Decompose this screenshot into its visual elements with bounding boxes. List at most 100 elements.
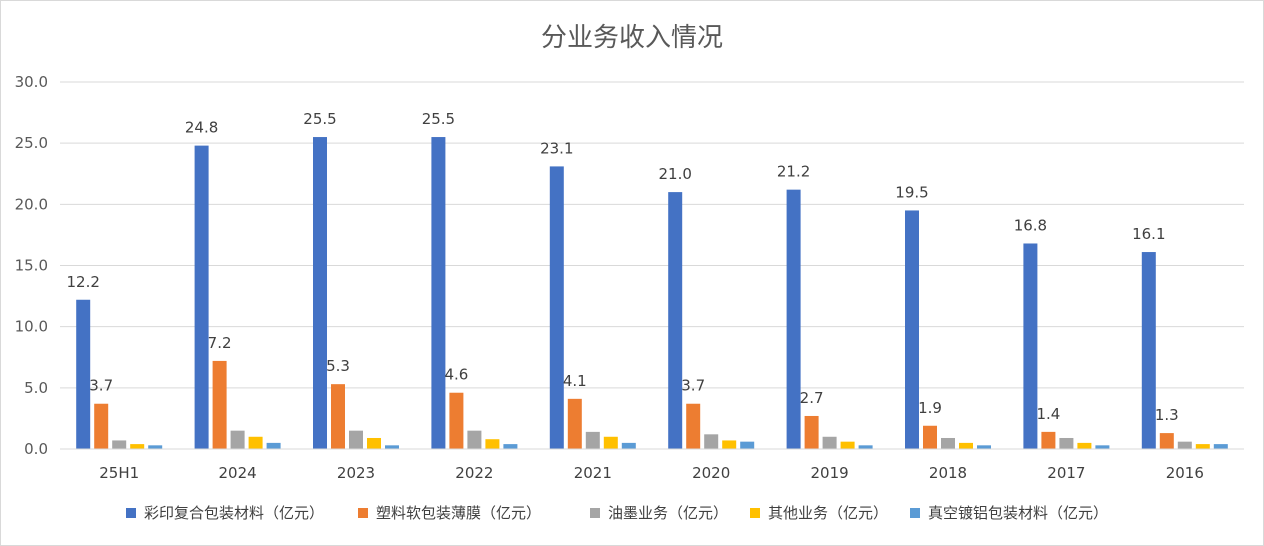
x-tick-label: 2018 <box>929 464 967 482</box>
bar <box>331 384 345 449</box>
bar <box>959 442 973 449</box>
legend-swatch <box>358 508 368 518</box>
x-tick-label: 2016 <box>1166 464 1204 482</box>
x-tick-label: 2019 <box>811 464 849 482</box>
data-label: 24.8 <box>185 119 218 137</box>
bar <box>740 441 755 449</box>
data-label: 1.3 <box>1155 406 1179 424</box>
data-label: 7.2 <box>208 334 232 352</box>
bar <box>668 192 683 449</box>
y-tick-label: 5.0 <box>24 379 48 397</box>
gridlines <box>60 81 1244 389</box>
data-label: 3.7 <box>681 377 705 395</box>
data-label: 23.1 <box>540 139 573 157</box>
bar <box>1141 252 1156 449</box>
x-tick-label: 2024 <box>219 464 257 482</box>
legend-swatch <box>750 508 760 518</box>
bar <box>722 440 737 449</box>
legend-label: 真空镀铝包装材料（亿元） <box>928 504 1108 522</box>
bar <box>941 437 955 449</box>
x-tick-label: 2020 <box>692 464 730 482</box>
bar <box>148 445 163 449</box>
legend-swatch <box>910 508 920 518</box>
bar <box>485 439 500 449</box>
chart-title: 分业务收入情况 <box>541 23 723 53</box>
bar <box>248 436 263 449</box>
bar <box>1195 444 1210 449</box>
bar <box>621 442 636 449</box>
x-tick-label: 2017 <box>1047 464 1085 482</box>
bar <box>1213 444 1228 449</box>
data-label: 4.6 <box>444 366 468 384</box>
legend-label: 彩印复合包装材料（亿元） <box>144 504 324 522</box>
data-label: 25.5 <box>422 110 455 128</box>
bar <box>230 430 245 449</box>
data-label: 5.3 <box>326 357 350 375</box>
legend-swatch <box>590 508 600 518</box>
bar <box>1159 433 1174 449</box>
y-tick-label: 30.0 <box>15 73 48 91</box>
bar <box>585 431 600 449</box>
bar <box>567 398 582 449</box>
bar <box>1095 445 1110 449</box>
data-label: 16.1 <box>1132 225 1165 243</box>
bar <box>266 442 281 449</box>
bar <box>1023 243 1038 449</box>
y-axis: 0.0 5.0 10.0 15.0 20.0 25.0 30.0 <box>15 73 48 458</box>
bar <box>822 436 837 449</box>
bar <box>804 415 819 449</box>
x-tick-label: 2021 <box>574 464 612 482</box>
y-tick-label: 10.0 <box>15 318 48 336</box>
bar <box>840 441 855 449</box>
legend-swatch <box>126 508 136 518</box>
legend-label: 油墨业务（亿元） <box>608 504 728 522</box>
bar <box>212 360 227 449</box>
bar <box>431 137 446 450</box>
bar <box>130 444 145 449</box>
bar <box>905 210 919 449</box>
data-label: 1.4 <box>1036 405 1060 423</box>
data-label: 12.2 <box>66 273 99 291</box>
legend-label: 其他业务（亿元） <box>768 504 888 522</box>
x-axis: 25H1 2024 2023 2022 2021 2020 2019 2018 2017 2016 <box>60 448 1244 482</box>
data-label: 4.1 <box>563 372 587 390</box>
data-label: 21.0 <box>658 165 691 183</box>
x-tick-label: 2023 <box>337 464 375 482</box>
bar <box>503 444 518 449</box>
data-label: 19.5 <box>895 183 928 201</box>
bar <box>977 445 991 449</box>
y-tick-label: 0.0 <box>24 440 48 458</box>
data-label: 16.8 <box>1014 216 1047 234</box>
bar <box>923 425 937 449</box>
bar <box>313 137 327 450</box>
bar <box>385 445 399 449</box>
data-label: 2.7 <box>800 389 824 407</box>
y-tick-label: 15.0 <box>15 257 48 275</box>
bar <box>367 437 381 449</box>
bar <box>858 445 873 449</box>
bar <box>1177 441 1192 449</box>
bar <box>549 166 564 449</box>
bar <box>94 403 109 449</box>
bar <box>349 430 363 449</box>
bar <box>194 145 209 449</box>
bar <box>704 434 719 449</box>
data-label: 21.2 <box>777 163 810 181</box>
bar <box>1059 437 1074 449</box>
bar <box>112 440 127 449</box>
bar <box>76 299 91 449</box>
bar <box>786 189 801 450</box>
bar <box>686 403 701 449</box>
x-tick-label: 25H1 <box>99 464 139 482</box>
bar <box>603 436 618 449</box>
bar <box>449 392 464 449</box>
bar <box>467 430 482 449</box>
legend-label: 塑料软包装薄膜（亿元） <box>376 504 541 522</box>
data-label: 25.5 <box>303 110 336 128</box>
bar <box>1041 431 1056 449</box>
data-labels: 12.2 3.7 24.8 7.2 25.5 5.3 25.5 4.6 23.1 4.1 21.0 3… <box>66 110 1178 424</box>
bar <box>1077 442 1092 449</box>
